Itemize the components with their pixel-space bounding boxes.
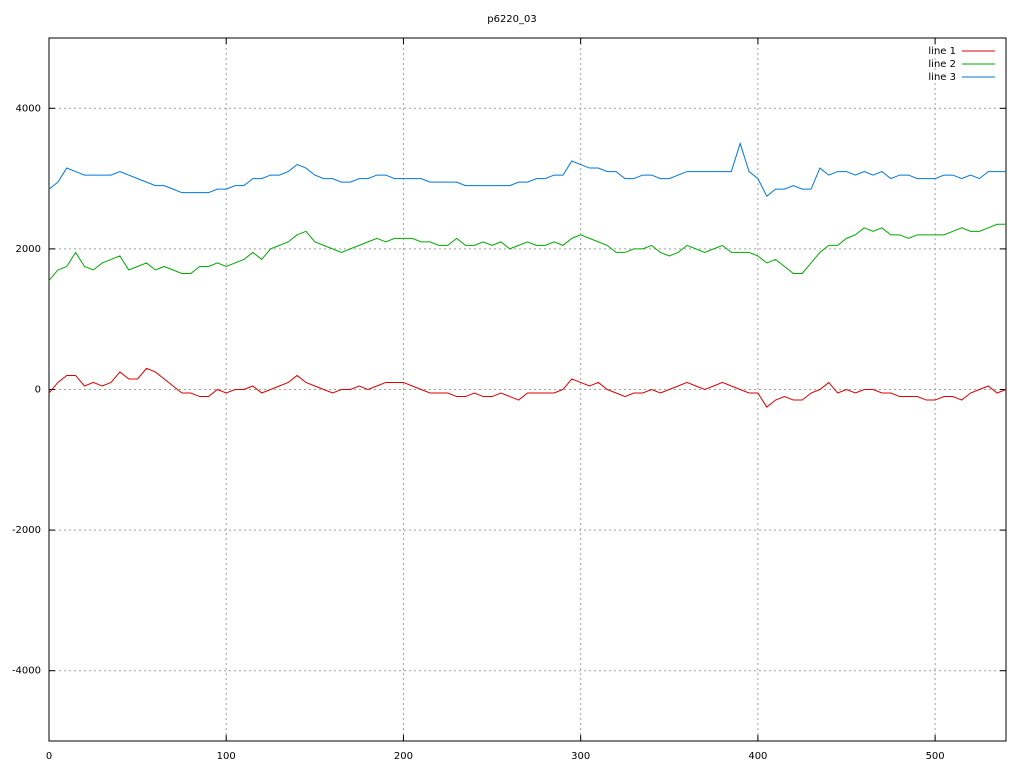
y-tick-label: -4000 [12, 666, 41, 677]
x-tick-label: 300 [571, 751, 590, 762]
x-tick-label: 100 [217, 751, 236, 762]
x-tick-label: 400 [748, 751, 767, 762]
data-line [48, 367, 1007, 408]
data-line [48, 223, 1006, 281]
y-tick-label: 4000 [16, 103, 41, 114]
y-tick-label: 2000 [16, 244, 41, 255]
legend-label: line 3 [928, 72, 956, 83]
data-line [48, 141, 1006, 197]
x-tick-label: 0 [46, 751, 52, 762]
x-tick-label: 500 [926, 751, 945, 762]
y-tick-label: -2000 [12, 525, 41, 536]
x-tick-label: 200 [394, 751, 413, 762]
chart-title: p6220_03 [487, 14, 537, 25]
legend-label: line 1 [928, 46, 956, 57]
y-tick-label: 0 [35, 385, 41, 396]
legend-label: line 2 [928, 59, 956, 70]
